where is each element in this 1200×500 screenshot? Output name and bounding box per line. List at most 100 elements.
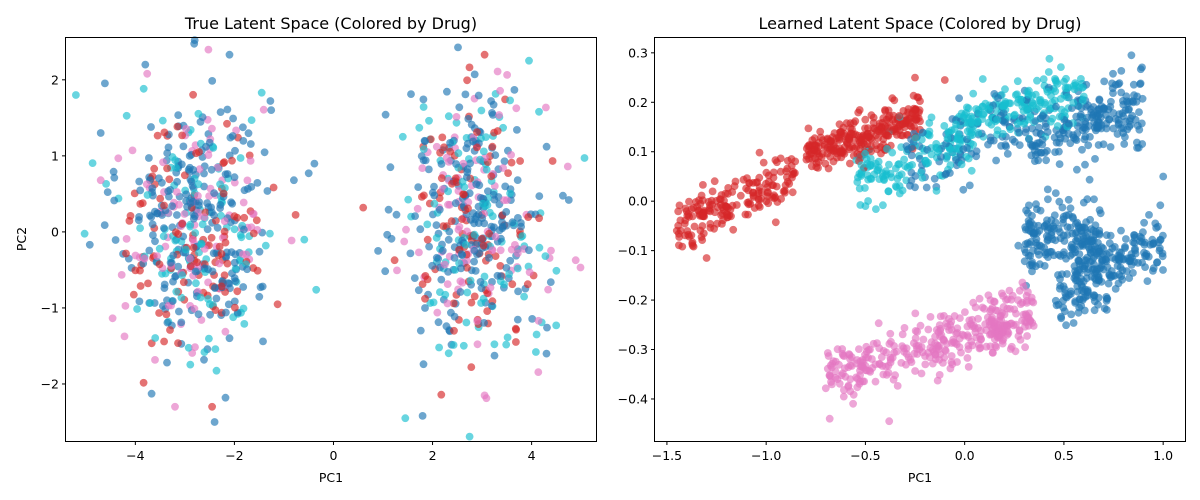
- data-point: [1118, 275, 1127, 284]
- data-point: [999, 325, 1008, 334]
- data-point: [874, 319, 883, 328]
- data-point: [787, 155, 796, 163]
- data-point: [525, 268, 534, 277]
- data-point: [1047, 216, 1056, 225]
- data-point: [419, 360, 428, 369]
- data-point: [823, 143, 832, 152]
- data-point: [473, 128, 481, 137]
- data-point: [1047, 117, 1055, 126]
- x-tick-label: 4: [528, 448, 536, 463]
- data-point: [467, 298, 476, 307]
- data-point: [446, 139, 454, 147]
- data-point: [464, 204, 472, 213]
- data-point: [174, 339, 182, 347]
- data-point: [717, 211, 725, 220]
- data-point: [855, 380, 864, 388]
- data-point: [420, 191, 428, 200]
- data-point: [696, 226, 705, 235]
- data-point: [192, 279, 200, 288]
- data-point: [964, 363, 973, 371]
- data-point: [208, 77, 217, 85]
- data-point: [174, 230, 183, 238]
- data-point: [443, 299, 452, 308]
- data-point: [861, 149, 870, 158]
- data-point: [1015, 128, 1024, 137]
- data-point: [1057, 312, 1065, 321]
- data-point: [172, 163, 180, 172]
- data-point: [706, 201, 714, 210]
- data-point: [969, 298, 978, 307]
- data-point: [211, 284, 219, 292]
- data-point: [1033, 205, 1041, 214]
- data-point: [204, 151, 213, 160]
- data-point: [147, 389, 156, 398]
- chart-title: True Latent Space (Colored by Drug): [184, 14, 477, 33]
- data-point: [1135, 108, 1143, 116]
- data-point: [744, 200, 753, 209]
- data-point: [195, 248, 203, 257]
- data-point: [512, 338, 520, 346]
- data-point: [173, 211, 181, 219]
- data-point: [513, 315, 522, 324]
- data-point: [448, 179, 456, 188]
- data-point: [674, 229, 683, 238]
- data-point: [1083, 113, 1091, 122]
- data-point: [236, 154, 245, 162]
- data-point: [190, 304, 199, 313]
- data-point: [829, 357, 838, 365]
- data-point: [1036, 114, 1045, 123]
- data-point: [885, 111, 894, 120]
- data-point: [1102, 231, 1111, 240]
- data-point: [239, 283, 248, 291]
- data-point: [963, 354, 972, 362]
- data-point: [1073, 129, 1082, 138]
- data-point: [534, 316, 543, 325]
- data-point: [186, 262, 195, 271]
- data-point: [931, 332, 939, 341]
- data-point: [969, 89, 978, 98]
- data-point: [1115, 248, 1124, 257]
- data-point: [987, 120, 996, 129]
- data-point: [200, 355, 208, 364]
- data-point: [976, 332, 984, 341]
- data-point: [451, 199, 460, 208]
- data-point: [552, 321, 561, 330]
- data-point: [249, 210, 257, 219]
- data-point: [1073, 165, 1081, 174]
- data-point: [1095, 226, 1104, 235]
- data-point: [206, 310, 215, 319]
- data-point: [407, 90, 415, 98]
- data-point: [823, 134, 832, 143]
- data-point: [88, 159, 97, 168]
- data-point: [1052, 138, 1061, 147]
- data-point: [1006, 305, 1014, 313]
- data-point: [477, 284, 486, 293]
- data-point: [1020, 119, 1028, 128]
- data-point: [151, 237, 159, 246]
- data-point: [1028, 318, 1037, 327]
- data-point: [879, 370, 888, 379]
- y-tick-label: −0.4: [618, 391, 648, 406]
- data-point: [1066, 223, 1075, 232]
- data-point: [885, 160, 893, 169]
- data-point: [228, 132, 237, 140]
- data-point: [846, 159, 854, 168]
- data-point: [925, 127, 934, 136]
- data-point: [1133, 138, 1141, 147]
- data-point: [109, 167, 118, 176]
- data-point: [764, 178, 773, 186]
- data-point: [947, 317, 956, 326]
- data-point: [868, 355, 876, 363]
- data-point: [952, 120, 960, 129]
- x-tick-label: −4: [126, 448, 144, 463]
- data-point: [1131, 115, 1140, 124]
- data-point: [941, 346, 949, 354]
- data-point: [940, 76, 949, 84]
- data-point: [548, 157, 557, 165]
- data-point: [885, 417, 894, 426]
- data-point: [160, 128, 169, 137]
- data-point: [1021, 343, 1029, 352]
- data-point: [463, 263, 471, 272]
- data-point: [913, 93, 922, 102]
- data-point: [977, 326, 985, 335]
